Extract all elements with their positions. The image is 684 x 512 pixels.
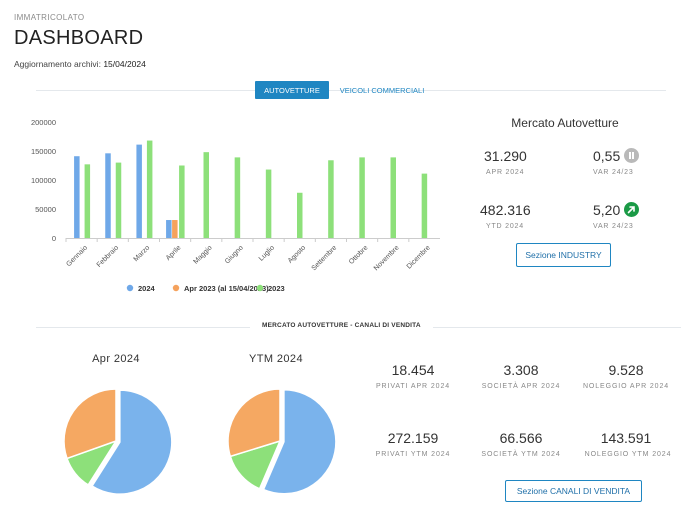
pie-ytm-title: YTM 2024 — [249, 353, 303, 365]
bar-2023[interactable] — [297, 192, 303, 238]
bar-2023[interactable] — [179, 165, 185, 239]
x-tick-label: Maggio — [192, 244, 213, 265]
bar-2023[interactable] — [84, 164, 91, 238]
bar-2023[interactable] — [234, 157, 241, 238]
x-tick-label: Agosto — [287, 244, 307, 264]
kpi-ytd-value: 482.316 — [480, 202, 531, 218]
kpi-var-ytd-value: 5,20 — [593, 202, 621, 218]
legend-marker — [126, 284, 134, 292]
x-tick-label: Luglio — [258, 244, 276, 262]
stat-noleggio-ytm-label: NOLEGGIO YTM 2024 — [584, 451, 672, 458]
pie-slice-privati[interactable] — [91, 389, 173, 495]
x-tick-label: Aprile — [165, 244, 183, 262]
bar-2023[interactable] — [265, 169, 272, 238]
market-title: Mercato Autovetture — [511, 116, 619, 130]
monthly-registrations-chart: 0 50000 100000 150000 200000 Gennaio Febbraio M… — [31, 118, 440, 293]
y-tick-label: 150000 — [31, 147, 56, 156]
x-tick-label: Settembre — [311, 244, 339, 272]
kpi-apr-label: APR 2024 — [486, 169, 525, 176]
x-tick-label: Giugno — [224, 244, 245, 265]
archive-update-label: Aggiornamento archivi: — [14, 59, 101, 69]
bar-apr-2023[interactable] — [172, 220, 178, 238]
stat-privati-apr-value: 18.454 — [391, 362, 435, 378]
pie-apr-2024 — [63, 388, 173, 495]
legend-label[interactable]: 2024 — [138, 284, 156, 293]
pie-slice-noleggio[interactable] — [227, 388, 281, 458]
bar-2023[interactable] — [390, 157, 397, 238]
kpi-var-apr-label: VAR 24/23 — [593, 169, 634, 176]
stat-societa-ytm-value: 66.566 — [499, 430, 543, 446]
bar-2024[interactable] — [74, 156, 80, 238]
tabs-divider — [36, 90, 666, 91]
stat-privati-ytm-label: PRIVATI YTM 2024 — [375, 451, 451, 458]
legend-label[interactable]: 2023 — [268, 284, 285, 293]
y-tick-label: 200000 — [31, 118, 56, 127]
kpi-apr-value: 31.290 — [484, 148, 527, 164]
bar-2024[interactable] — [166, 220, 172, 238]
page-title: DASHBOARD — [14, 27, 144, 49]
kpi-var-apr: 0,55 — [593, 148, 640, 164]
bar-2023[interactable] — [203, 152, 210, 238]
stat-societa-apr-label: SOCIETÀ APR 2024 — [481, 383, 561, 390]
bar-2023[interactable] — [359, 157, 365, 238]
industry-section-button[interactable]: Sezione INDUSTRY — [516, 243, 611, 267]
stat-societa-apr-value: 3.308 — [503, 362, 539, 378]
bar-2023[interactable] — [421, 173, 428, 238]
bar-2024[interactable] — [136, 144, 142, 238]
y-tick-label: 0 — [52, 234, 56, 243]
x-tick-label: Febbraio — [96, 244, 121, 269]
bar-2023[interactable] — [328, 160, 334, 238]
channels-section-title: MERCATO AUTOVETTURE - CANALI DI VENDITA — [250, 322, 433, 329]
kpi-var-apr-value: 0,55 — [593, 148, 621, 164]
kpi-ytd-label: YTD 2024 — [486, 223, 524, 230]
pie-apr-title: Apr 2024 — [92, 353, 140, 365]
pause-icon — [624, 148, 640, 163]
stat-societa-ytm-label: SOCIETÀ YTM 2024 — [481, 451, 561, 458]
pie-ytm-2024 — [227, 388, 337, 495]
y-tick-label: 100000 — [31, 176, 56, 185]
x-tick-label: Ottobre — [348, 244, 370, 266]
y-tick-label: 50000 — [35, 205, 56, 214]
bar-2023[interactable] — [146, 140, 153, 238]
page-kicker: IMMATRICOLATO — [14, 13, 85, 22]
x-tick-label: Marzo — [133, 244, 152, 263]
archive-update: Aggiornamento archivi: 15/04/2024 — [14, 59, 146, 69]
legend-marker — [172, 284, 180, 292]
legend-label[interactable]: Apr 2023 (al 15/04/2023) — [184, 284, 269, 293]
legend-marker — [256, 284, 264, 292]
stat-noleggio-apr-value: 9.528 — [608, 362, 644, 378]
arrow-up-right-icon — [624, 202, 640, 217]
x-tick-label: Gennaio — [65, 244, 89, 268]
stat-noleggio-apr-label: NOLEGGIO APR 2024 — [582, 383, 670, 390]
stat-privati-ytm-value: 272.159 — [387, 430, 439, 446]
archive-update-date: 15/04/2024 — [103, 59, 146, 69]
tab-veicoli-commerciali[interactable]: VEICOLI COMMERCIALI — [339, 85, 425, 95]
pie-slice-noleggio[interactable] — [63, 388, 117, 460]
tab-autovetture[interactable]: AUTOVETTURE — [255, 81, 329, 99]
stat-privati-apr-label: PRIVATI APR 2024 — [375, 383, 451, 390]
bar-2023[interactable] — [115, 162, 122, 238]
kpi-var-ytd: 5,20 — [593, 202, 640, 218]
kpi-var-ytd-label: VAR 24/23 — [593, 223, 634, 230]
x-tick-label: Novembre — [373, 244, 401, 272]
bar-2024[interactable] — [105, 153, 111, 238]
x-tick-label: Dicembre — [406, 244, 432, 270]
pie-slice-privati[interactable] — [262, 389, 337, 495]
stat-noleggio-ytm-value: 143.591 — [600, 430, 652, 446]
sales-channels-section-button[interactable]: Sezione CANALI DI VENDITA — [505, 480, 642, 502]
